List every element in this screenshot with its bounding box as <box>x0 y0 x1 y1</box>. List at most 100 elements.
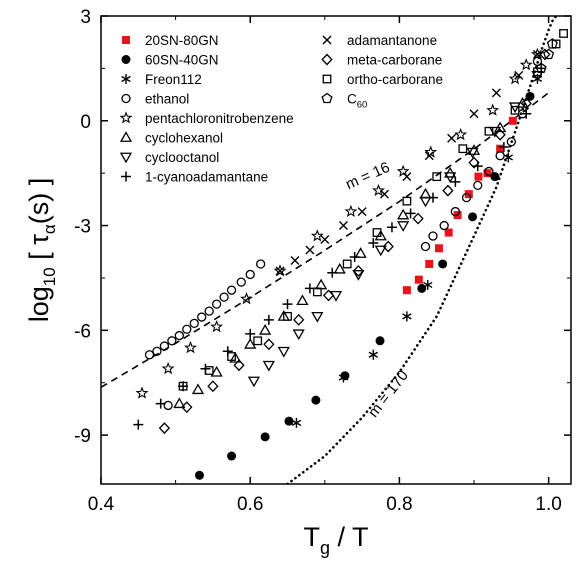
legend-marker <box>322 35 332 45</box>
legend-marker <box>122 36 130 44</box>
legend-item: ortho-carborane <box>322 72 443 87</box>
point-freon112 <box>503 152 514 163</box>
point-adamantanone <box>424 151 434 161</box>
point-cyclohexanol <box>314 278 328 290</box>
point-ortho-carborane <box>204 366 214 375</box>
point-meta-carborane <box>442 184 454 197</box>
legend-label: 1-cyanoadamantane <box>145 170 268 185</box>
legend-label: cyclohexanol <box>145 131 223 146</box>
series-freon112 <box>291 73 543 428</box>
legend-marker <box>121 171 131 182</box>
point-freon112 <box>338 372 349 383</box>
legend-label: ethanol <box>145 92 189 107</box>
point-ethanol <box>256 259 266 269</box>
point-60sn-40gn <box>417 283 427 293</box>
series-pentachloronitrobenzene <box>135 47 544 399</box>
point-meta-carborane <box>233 359 245 372</box>
legend-item: 60SN-40GN <box>121 53 219 68</box>
point-meta-carborane <box>293 313 305 326</box>
point-cyclohexanol <box>173 397 186 409</box>
legend-marker <box>119 111 133 124</box>
point-1-cyanoadamantane <box>263 314 274 325</box>
point-freon112 <box>423 279 433 290</box>
point-60sn-40gn <box>311 395 321 405</box>
point-20sn-80gn <box>402 286 411 295</box>
y-tick-label: -6 <box>74 321 91 342</box>
legend-item: pentachloronitrobenzene <box>119 111 294 126</box>
point-pentachloronitrobenzene <box>372 183 385 197</box>
legend: 20SN-80GN 60SN-40GN Freon112 ethanol pentach… <box>119 33 443 185</box>
point-cyclohexanol <box>333 262 346 274</box>
point-cyclohexanol <box>296 294 309 306</box>
point-60sn-40gn <box>284 416 294 426</box>
point-pentachloronitrobenzene <box>161 362 175 375</box>
point-meta-carborane <box>539 48 551 61</box>
point-ortho-carborane <box>458 144 468 154</box>
legend-label: meta-carborane <box>347 53 442 68</box>
point-pentachloronitrobenzene <box>273 264 287 277</box>
point-60sn-40gn <box>468 212 478 222</box>
point-20sn-80gn <box>434 244 443 253</box>
legend-marker <box>121 74 131 84</box>
point-ethanol <box>152 346 162 356</box>
point-1-cyanoadamantane <box>155 398 166 409</box>
point-cyclooctanol <box>277 346 290 358</box>
point-cyclohexanol <box>210 365 223 377</box>
point-meta-carborane <box>158 422 171 435</box>
point-c60 <box>543 48 555 60</box>
point-freon112 <box>291 417 302 428</box>
legend-item: C60 <box>321 92 367 111</box>
point-ethanol <box>420 241 431 252</box>
point-60sn-40gn <box>375 336 385 346</box>
point-meta-carborane <box>382 240 394 253</box>
point-cyclohexanol <box>354 247 367 258</box>
point-ortho-carborane <box>342 259 352 269</box>
legend-label: Freon112 <box>145 72 202 87</box>
point-cyclooctanol <box>262 360 275 372</box>
point-meta-carborane <box>468 156 480 169</box>
point-pentachloronitrobenzene <box>454 127 468 141</box>
legend-marker <box>321 92 333 104</box>
point-1-cyanoadamantane <box>282 299 293 310</box>
y-tick-label: -3 <box>74 217 91 238</box>
point-cyclohexanol <box>419 187 432 199</box>
point-cyclooctanol <box>352 270 365 281</box>
legend-label: 20SN-80GN <box>145 33 219 48</box>
point-adamantanone <box>514 70 524 80</box>
point-adamantanone <box>532 49 542 59</box>
x-tick-label: 0.8 <box>386 494 412 515</box>
point-1-cyanoadamantane <box>450 176 461 187</box>
y-tick-label: -9 <box>74 426 91 447</box>
y-tick-label: 0 <box>80 112 91 133</box>
fit-line-m-170 <box>286 16 558 484</box>
point-20sn-80gn <box>483 169 492 178</box>
point-cyclooctanol <box>508 102 522 114</box>
point-freon112 <box>368 349 379 360</box>
point-cyclooctanol <box>397 221 410 232</box>
annotation-m-170: m = 170 <box>365 367 412 421</box>
point-ethanol <box>245 269 255 280</box>
point-adamantanone <box>447 133 457 143</box>
point-pentachloronitrobenzene <box>240 292 253 305</box>
point-1-cyanoadamantane <box>427 192 438 203</box>
point-adamantanone <box>491 88 501 98</box>
legend-label: cyclooctanol <box>145 150 219 165</box>
legend-marker <box>121 93 131 104</box>
point-adamantanone <box>338 221 348 231</box>
point-20sn-80gn <box>474 172 483 181</box>
point-adamantanone <box>290 255 300 265</box>
point-ethanol <box>495 151 505 161</box>
point-60sn-40gn <box>194 470 204 480</box>
point-20sn-80gn <box>508 116 517 125</box>
point-cyclooctanol <box>311 311 324 323</box>
point-cyclooctanol <box>444 172 457 183</box>
point-ethanol <box>506 137 516 147</box>
point-meta-carborane <box>207 380 219 393</box>
point-cyclohexanol <box>259 324 272 335</box>
point-ortho-carborane <box>283 311 292 321</box>
point-adamantanone <box>320 235 330 245</box>
x-tick-label: 0.4 <box>88 494 115 515</box>
point-pentachloronitrobenzene <box>310 229 324 242</box>
legend-item: cyclohexanol <box>119 131 223 146</box>
